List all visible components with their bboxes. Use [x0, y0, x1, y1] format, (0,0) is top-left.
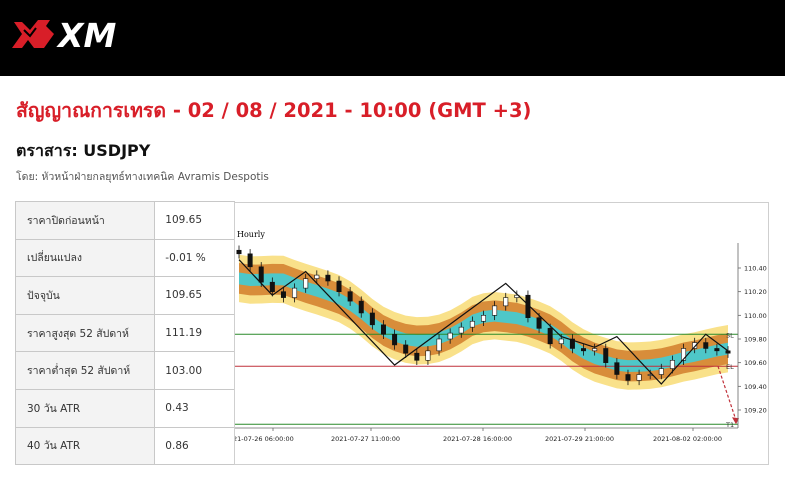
y-tick-label: 110.40: [744, 265, 767, 273]
candle-body: [414, 352, 420, 361]
candle-body: [314, 274, 320, 279]
logo-text: XM: [56, 16, 116, 52]
candle-body: [725, 350, 731, 354]
candle-body: [469, 320, 475, 328]
table-row: 30 วัน ATR 0.43: [14, 388, 235, 428]
stat-label: ราคาปิดก่อนหน้า: [14, 201, 156, 240]
table-row: ปัจจุบัน 109.65: [14, 276, 235, 315]
x-tick-label: 2021-07-28 16:00:00: [443, 435, 512, 443]
stat-value: -0.01 %: [154, 238, 235, 278]
candle-body: [392, 333, 398, 346]
level-label-t1: T1: [725, 421, 734, 429]
candle-body: [581, 348, 587, 352]
candle-body: [647, 374, 653, 376]
candle-body: [458, 326, 464, 334]
table-row: 40 วัน ATR 0.86: [14, 426, 235, 466]
table-row: ราคาสูงสุด 52 สัปดาห์ 111.19: [14, 313, 235, 353]
candle-body: [558, 338, 564, 345]
y-tick-label: 109.60: [744, 359, 767, 367]
candle-body: [236, 249, 242, 255]
candle-body: [358, 300, 364, 314]
x-tick-label: 2021-08-02 02:00:00: [653, 435, 722, 443]
target-arrow-head: [732, 417, 739, 425]
stat-label: 40 วัน ATR: [14, 426, 156, 466]
candle-body: [569, 338, 575, 349]
y-tick-label: 110.00: [744, 312, 767, 320]
candle-body: [603, 348, 609, 363]
level-label-el: EL: [726, 363, 734, 371]
candle-body: [325, 274, 331, 282]
candle-body: [447, 332, 453, 340]
stat-value: 0.43: [154, 388, 235, 428]
author-byline: โดย: หัวหน้าฝ่ายกลยุทธ์ทางเทคนิค Avramis…: [16, 171, 269, 183]
candle-body: [247, 253, 253, 268]
x-tick-label: 2021-07-27 11:00:00: [331, 435, 400, 443]
table-row: ราคาต่ำสุด 52 สัปดาห์ 103.00: [14, 351, 235, 390]
stat-value: 111.19: [154, 313, 235, 353]
candle-body: [636, 374, 642, 381]
candle-body: [547, 328, 553, 345]
x-tick-label: 2021-07-29 21:00:00: [545, 435, 614, 443]
candle-body: [536, 317, 542, 329]
x-tick-label: 21-07-26 06:00:00: [235, 435, 294, 443]
candle-body: [336, 280, 342, 292]
candle-body: [280, 291, 286, 298]
candle-body: [692, 342, 698, 349]
stat-value: 103.00: [154, 351, 235, 390]
table-row: เปลี่ยนแปลง -0.01 %: [14, 238, 235, 278]
candle-body: [714, 348, 720, 352]
stat-value: 0.86: [154, 426, 235, 466]
stats-table: ราคาปิดก่อนหน้า 109.65 เปลี่ยนแปลง -0.01 %…: [14, 201, 235, 466]
candle-body: [403, 344, 409, 354]
candle-layer: [236, 245, 731, 386]
candle-body: [269, 281, 275, 292]
zigzag-line: [238, 259, 729, 385]
stat-label: ราคาต่ำสุด 52 สัปดาห์: [14, 351, 156, 390]
candle-body: [503, 297, 509, 307]
level-layer: SL EL T1: [235, 331, 739, 429]
candle-body: [614, 362, 620, 375]
zigzag-layer: [238, 259, 729, 385]
stat-value: 109.65: [154, 201, 235, 240]
stat-label: เปลี่ยนแปลง: [14, 238, 156, 278]
candle-body: [625, 374, 631, 381]
candle-body: [303, 278, 309, 289]
level-label-sl: SL: [726, 331, 734, 339]
candle-body: [481, 315, 487, 322]
candle-body: [347, 291, 353, 302]
stat-value: 109.65: [154, 276, 235, 315]
y-tick-label: 109.20: [744, 407, 767, 415]
target-arrow-line: [717, 366, 737, 421]
candle-body: [292, 287, 298, 298]
table-row: ราคาปิดก่อนหน้า 109.65: [14, 201, 235, 240]
stat-label: 30 วัน ATR: [14, 388, 156, 428]
candle-body: [369, 312, 375, 326]
stat-label: ราคาสูงสุด 52 สัปดาห์: [14, 313, 156, 353]
timeframe-label: Hourly: [237, 230, 265, 239]
candle-body: [703, 342, 709, 349]
price-chart: SL EL T1 110.40 110.20 110.00 109.80 109.60 109…: [234, 202, 769, 465]
y-tick-label: 110.20: [744, 288, 767, 296]
xm-logo[interactable]: XM: [12, 16, 132, 52]
y-tick-label: 109.80: [744, 336, 767, 344]
chart-canvas: SL EL T1 110.40 110.20 110.00 109.80 109.60 109…: [235, 230, 767, 443]
candle-body: [592, 348, 598, 352]
axis-layer: 110.40 110.20 110.00 109.80 109.60 109.40 109.…: [235, 243, 767, 443]
candle-body: [669, 360, 675, 369]
stat-label: ปัจจุบัน: [14, 276, 156, 315]
candle-body: [436, 338, 442, 352]
candle-body: [681, 348, 687, 361]
candle-body: [425, 350, 431, 361]
candle-body: [492, 305, 498, 316]
candle-body: [658, 368, 664, 375]
top-bar: XM: [0, 0, 785, 76]
y-tick-label: 109.40: [744, 383, 767, 391]
candle-body: [380, 324, 386, 335]
instrument-label: ตราสาร: USDJPY: [16, 141, 151, 160]
page-title: สัญญาณการเทรด - 02 / 08 / 2021 - 10:00 (…: [16, 99, 532, 122]
candle-body: [258, 266, 264, 283]
